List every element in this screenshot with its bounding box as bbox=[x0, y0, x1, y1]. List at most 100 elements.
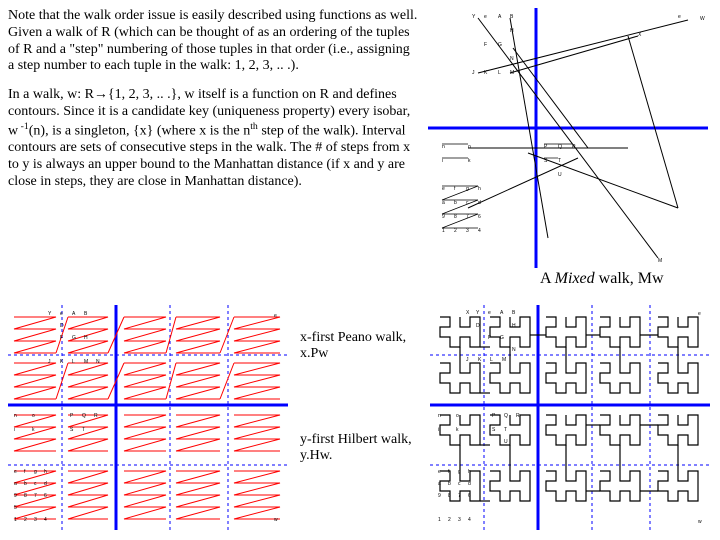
svg-text:a: a bbox=[438, 481, 441, 487]
svg-text:e: e bbox=[274, 313, 277, 319]
svg-text:Q: Q bbox=[504, 413, 508, 419]
sup-minus1: -1 bbox=[18, 121, 29, 132]
svg-text:b: b bbox=[454, 200, 457, 206]
svg-text:8: 8 bbox=[24, 493, 27, 499]
svg-text:d: d bbox=[478, 200, 481, 206]
svg-text:U: U bbox=[504, 439, 508, 445]
svg-text:X: X bbox=[466, 310, 470, 316]
svg-text:1: 1 bbox=[438, 517, 441, 523]
svg-text:1: 1 bbox=[442, 228, 445, 234]
svg-text:i: i bbox=[14, 427, 15, 433]
svg-text:Q: Q bbox=[558, 144, 562, 150]
svg-text:n: n bbox=[442, 144, 445, 150]
paragraph-1: Note that the walk order issue is easily… bbox=[8, 8, 418, 75]
svg-text:6: 6 bbox=[468, 493, 471, 499]
svg-text:o: o bbox=[468, 144, 471, 150]
svg-text:T: T bbox=[558, 158, 561, 164]
svg-text:g: g bbox=[458, 469, 461, 475]
svg-text:G: G bbox=[500, 335, 504, 341]
svg-text:i: i bbox=[442, 158, 443, 164]
svg-text:e: e bbox=[438, 469, 441, 475]
svg-text:J: J bbox=[466, 357, 469, 363]
svg-text:M: M bbox=[658, 258, 662, 264]
svg-text:K: K bbox=[60, 359, 64, 365]
svg-text:B: B bbox=[84, 311, 88, 317]
svg-text:H: H bbox=[84, 335, 88, 341]
svg-text:P: P bbox=[492, 413, 496, 419]
para2b: (n), is a singleton, {x} (where x is the… bbox=[29, 123, 250, 138]
svg-text:b: b bbox=[448, 481, 451, 487]
svg-text:F: F bbox=[488, 335, 491, 341]
hilbert-caption: y-first Hilbert walk, y.Hw. bbox=[300, 432, 420, 464]
svg-text:M: M bbox=[502, 357, 506, 363]
svg-text:4: 4 bbox=[468, 517, 471, 523]
svg-text:F: F bbox=[484, 42, 487, 48]
svg-text:R: R bbox=[516, 413, 520, 419]
svg-text:S: S bbox=[544, 158, 548, 164]
svg-text:D: D bbox=[476, 323, 480, 329]
svg-text:K: K bbox=[478, 357, 482, 363]
svg-text:L: L bbox=[498, 70, 501, 76]
svg-text:M: M bbox=[84, 359, 88, 365]
svg-text:9: 9 bbox=[14, 493, 17, 499]
svg-text:c: c bbox=[34, 481, 37, 487]
mw-c: walk, Mw bbox=[595, 270, 664, 287]
svg-text:d: d bbox=[468, 481, 471, 487]
svg-text:2: 2 bbox=[454, 228, 457, 234]
svg-text:2: 2 bbox=[24, 517, 27, 523]
svg-text:7: 7 bbox=[458, 493, 461, 499]
svg-text:P: P bbox=[544, 144, 548, 150]
svg-text:e: e bbox=[488, 310, 491, 316]
svg-text:5: 5 bbox=[14, 505, 17, 511]
svg-text:c: c bbox=[458, 481, 461, 487]
svg-text:b: b bbox=[24, 481, 27, 487]
svg-text:g: g bbox=[34, 469, 37, 475]
svg-text:F: F bbox=[60, 335, 63, 341]
svg-text:Y: Y bbox=[476, 310, 480, 316]
svg-text:e: e bbox=[678, 14, 681, 20]
svg-text:D: D bbox=[60, 323, 64, 329]
svg-text:h: h bbox=[44, 469, 47, 475]
svg-text:J: J bbox=[472, 70, 475, 76]
svg-text:n: n bbox=[14, 413, 17, 419]
hilbert-walk-diagram: XYeAB DH FG N JKLM no PQR ik ST U efgh a… bbox=[430, 305, 710, 530]
paragraph-2: In a walk, w: R→{1, 2, 3, .. .}, w itsel… bbox=[8, 87, 418, 190]
svg-text:e: e bbox=[442, 186, 445, 192]
svg-text:R: R bbox=[572, 144, 576, 150]
svg-text:e: e bbox=[14, 469, 17, 475]
svg-text:W: W bbox=[700, 16, 705, 22]
svg-text:N: N bbox=[512, 347, 516, 353]
svg-text:o: o bbox=[32, 413, 35, 419]
svg-text:e: e bbox=[698, 311, 701, 317]
svg-text:1: 1 bbox=[14, 517, 17, 523]
svg-text:A: A bbox=[72, 311, 76, 317]
svg-text:k: k bbox=[456, 427, 459, 433]
svg-text:4: 4 bbox=[478, 228, 481, 234]
svg-text:L: L bbox=[490, 357, 493, 363]
svg-text:Q: Q bbox=[82, 413, 86, 419]
svg-text:6: 6 bbox=[44, 493, 47, 499]
svg-text:d: d bbox=[44, 481, 47, 487]
svg-text:w: w bbox=[698, 519, 702, 525]
svg-text:H: H bbox=[512, 323, 516, 329]
sup-th: th bbox=[250, 121, 258, 132]
peano-walk-diagram: YeAB D FGH JKLMN no PQR ik ST efgh abcd … bbox=[8, 305, 288, 530]
svg-text:B: B bbox=[512, 310, 516, 316]
svg-text:L: L bbox=[72, 359, 75, 365]
svg-text:h: h bbox=[478, 186, 481, 192]
svg-text:k: k bbox=[468, 158, 471, 164]
svg-text:g: g bbox=[466, 186, 469, 192]
svg-text:N: N bbox=[96, 359, 100, 365]
svg-text:P: P bbox=[70, 413, 74, 419]
svg-text:7: 7 bbox=[34, 493, 37, 499]
svg-text:T: T bbox=[82, 427, 85, 433]
svg-text:A: A bbox=[498, 14, 502, 20]
svg-text:3: 3 bbox=[466, 228, 469, 234]
svg-text:U: U bbox=[558, 172, 562, 178]
peano-caption: x-first Peano walk, x.Pw bbox=[300, 330, 410, 362]
xpeano-text: x-first Peano walk, x.Pw bbox=[300, 330, 406, 361]
yhilbert-text: y-first Hilbert walk, y.Hw. bbox=[300, 432, 412, 463]
svg-text:a: a bbox=[442, 200, 445, 206]
svg-text:f: f bbox=[454, 186, 456, 192]
svg-text:c: c bbox=[466, 200, 469, 206]
